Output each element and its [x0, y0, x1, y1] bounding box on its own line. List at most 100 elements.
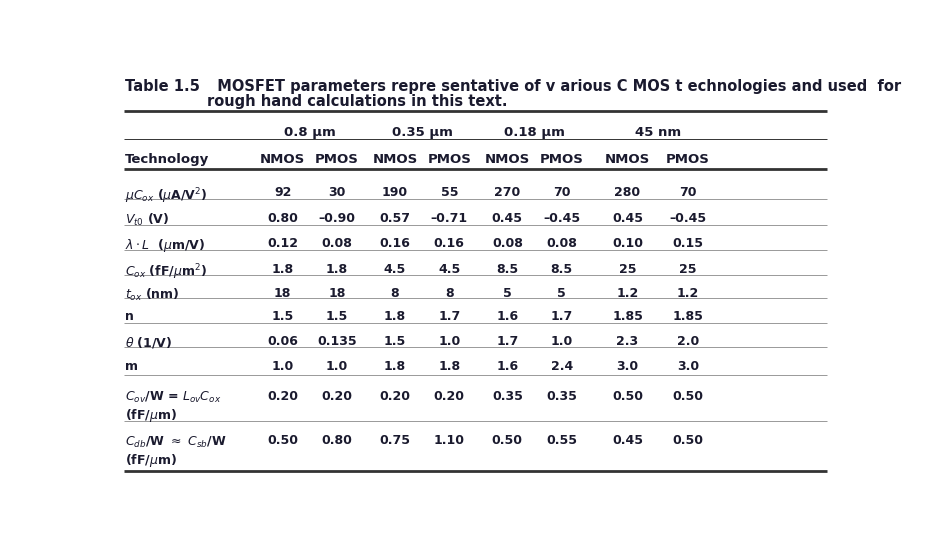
Text: 70: 70: [679, 186, 696, 199]
Text: –0.45: –0.45: [542, 212, 579, 225]
Text: PMOS: PMOS: [540, 153, 583, 166]
Text: –0.71: –0.71: [430, 212, 467, 225]
Text: MOSFET parameters repre sentative of v arious C MOS t echnologies and used  for: MOSFET parameters repre sentative of v a…: [208, 79, 901, 93]
Text: (fF/$\mu$m): (fF/$\mu$m): [125, 452, 177, 469]
Text: 8.5: 8.5: [550, 262, 572, 276]
Text: $V_{t0}$ (V): $V_{t0}$ (V): [125, 212, 170, 228]
Text: 0.50: 0.50: [672, 434, 703, 448]
Text: 3.0: 3.0: [676, 360, 698, 373]
Text: 0.50: 0.50: [267, 434, 298, 448]
Text: m: m: [125, 360, 138, 373]
Text: 0.50: 0.50: [491, 434, 522, 448]
Text: 92: 92: [273, 186, 291, 199]
Text: 4.5: 4.5: [384, 262, 406, 276]
Text: 0.45: 0.45: [491, 212, 522, 225]
Text: $\mu C_{ox}$ ($\mu$A/V$^2$): $\mu C_{ox}$ ($\mu$A/V$^2$): [125, 186, 208, 206]
Text: 0.75: 0.75: [379, 434, 410, 448]
Text: 0.20: 0.20: [379, 390, 410, 403]
Text: 1.0: 1.0: [438, 335, 460, 348]
Text: 8.5: 8.5: [496, 262, 518, 276]
Text: PMOS: PMOS: [314, 153, 359, 166]
Text: 0.35: 0.35: [546, 390, 577, 403]
Text: 0.135: 0.135: [317, 335, 356, 348]
Text: 1.8: 1.8: [384, 310, 406, 323]
Text: 1.5: 1.5: [325, 310, 348, 323]
Text: 2.0: 2.0: [676, 335, 698, 348]
Text: 0.08: 0.08: [321, 237, 352, 250]
Text: 25: 25: [618, 262, 636, 276]
Text: 0.15: 0.15: [672, 237, 703, 250]
Text: 1.8: 1.8: [384, 360, 406, 373]
Text: NMOS: NMOS: [604, 153, 650, 166]
Text: 30: 30: [328, 186, 345, 199]
Text: NMOS: NMOS: [260, 153, 305, 166]
Text: $C_{db}$/W $\approx$ $C_{sb}$/W: $C_{db}$/W $\approx$ $C_{sb}$/W: [125, 434, 227, 449]
Text: 0.80: 0.80: [267, 212, 298, 225]
Text: 1.5: 1.5: [384, 335, 406, 348]
Text: 1.6: 1.6: [496, 360, 518, 373]
Text: 5: 5: [502, 287, 511, 300]
Text: $\lambda \cdot L$  ($\mu$m/V): $\lambda \cdot L$ ($\mu$m/V): [125, 237, 205, 254]
Text: –0.90: –0.90: [318, 212, 355, 225]
Text: Table 1.5: Table 1.5: [125, 79, 200, 93]
Text: 2.3: 2.3: [616, 335, 638, 348]
Text: 4.5: 4.5: [438, 262, 460, 276]
Text: 0.16: 0.16: [379, 237, 410, 250]
Text: 0.8 μm: 0.8 μm: [284, 126, 336, 139]
Text: NMOS: NMOS: [372, 153, 417, 166]
Text: 0.18 μm: 0.18 μm: [503, 126, 565, 139]
Text: 0.08: 0.08: [546, 237, 577, 250]
Text: (fF/$\mu$m): (fF/$\mu$m): [125, 408, 177, 424]
Text: $t_{ox}$ (nm): $t_{ox}$ (nm): [125, 287, 180, 302]
Text: 3.0: 3.0: [616, 360, 638, 373]
Text: 0.10: 0.10: [611, 237, 642, 250]
Text: 1.7: 1.7: [438, 310, 460, 323]
Text: 55: 55: [440, 186, 458, 199]
Text: Technology: Technology: [125, 153, 210, 166]
Text: 1.5: 1.5: [272, 310, 294, 323]
Text: 1.7: 1.7: [496, 335, 518, 348]
Text: PMOS: PMOS: [426, 153, 471, 166]
Text: 0.12: 0.12: [267, 237, 298, 250]
Text: 0.50: 0.50: [672, 390, 703, 403]
Text: rough hand calculations in this text.: rough hand calculations in this text.: [208, 94, 507, 109]
Text: 70: 70: [552, 186, 570, 199]
Text: $\theta$ (1/V): $\theta$ (1/V): [125, 335, 172, 350]
Text: 0.20: 0.20: [267, 390, 298, 403]
Text: 0.55: 0.55: [545, 434, 577, 448]
Text: 1.85: 1.85: [612, 310, 642, 323]
Text: 1.8: 1.8: [272, 262, 293, 276]
Text: 280: 280: [614, 186, 640, 199]
Text: n: n: [125, 310, 134, 323]
Text: 0.35 μm: 0.35 μm: [391, 126, 452, 139]
Text: 8: 8: [390, 287, 399, 300]
Text: 0.35: 0.35: [491, 390, 522, 403]
Text: NMOS: NMOS: [484, 153, 529, 166]
Text: 1.0: 1.0: [325, 360, 348, 373]
Text: 0.45: 0.45: [611, 434, 642, 448]
Text: 0.57: 0.57: [379, 212, 410, 225]
Text: 270: 270: [494, 186, 520, 199]
Text: 1.10: 1.10: [433, 434, 464, 448]
Text: 1.0: 1.0: [550, 335, 572, 348]
Text: $C_{ov}$/W = $L_{ov}C_{ox}$: $C_{ov}$/W = $L_{ov}C_{ox}$: [125, 390, 222, 405]
Text: $C_{ox}$ (fF/$\mu$m$^2$): $C_{ox}$ (fF/$\mu$m$^2$): [125, 262, 207, 282]
Text: 0.20: 0.20: [321, 390, 352, 403]
Text: 1.7: 1.7: [550, 310, 572, 323]
Text: 1.8: 1.8: [438, 360, 460, 373]
Text: 5: 5: [556, 287, 565, 300]
Text: 0.20: 0.20: [433, 390, 464, 403]
Text: 0.16: 0.16: [433, 237, 464, 250]
Text: 0.80: 0.80: [321, 434, 352, 448]
Text: 0.45: 0.45: [611, 212, 642, 225]
Text: 1.6: 1.6: [496, 310, 518, 323]
Text: 0.08: 0.08: [491, 237, 522, 250]
Text: PMOS: PMOS: [666, 153, 709, 166]
Text: 2.4: 2.4: [550, 360, 572, 373]
Text: 1.8: 1.8: [325, 262, 348, 276]
Text: 1.2: 1.2: [676, 287, 698, 300]
Text: 0.06: 0.06: [267, 335, 298, 348]
Text: 1.0: 1.0: [272, 360, 294, 373]
Text: 45 nm: 45 nm: [634, 126, 680, 139]
Text: 18: 18: [328, 287, 345, 300]
